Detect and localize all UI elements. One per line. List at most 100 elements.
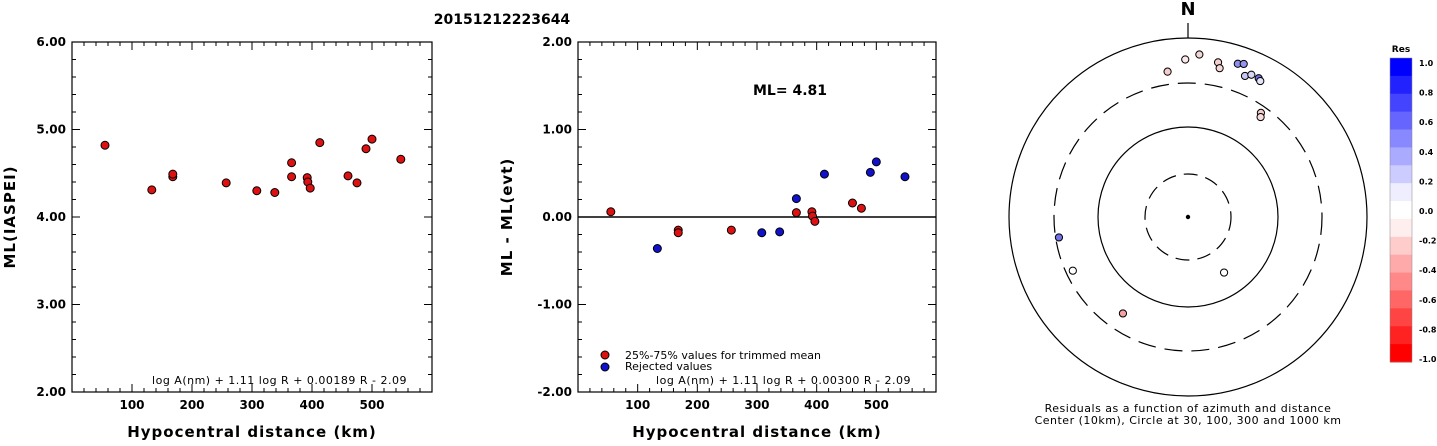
x-tick-label: 500 (359, 398, 384, 412)
y-tick-label: 2.00 (36, 385, 66, 399)
legend-marker-rejected (600, 362, 610, 372)
colorbar-cell (1390, 183, 1412, 202)
colorbar-ticks: 1.0 0.8 0.6 0.4 0.2 0.0 -0.2 -0.4 -0.6 -0.8 -1.0 (1419, 59, 1437, 364)
colorbar: Res 1.0 0.8 0.6 0.4 0.2 0.0 -0.2 -0.4 -0.6 -0.8 -1… (1389, 45, 1437, 364)
data-point (847, 198, 857, 208)
station-point (1256, 112, 1265, 122)
x-tick-label: 300 (744, 398, 769, 412)
panel-residual-map: N Residuals as a function of azimuth and… (1008, 0, 1368, 427)
colorbar-cell (1390, 147, 1412, 166)
data-point (168, 169, 178, 179)
caption-line-1: Residuals as a function of azimuth and d… (1045, 402, 1332, 415)
data-point (856, 203, 866, 213)
y-tick-label: -2.00 (537, 385, 572, 399)
colorbar-cell (1390, 165, 1412, 184)
data-point (367, 134, 377, 144)
north-label: N (1180, 0, 1195, 20)
station-point (1219, 268, 1229, 277)
chart-title: 20151212223644 (434, 12, 571, 28)
colorbar-cell (1390, 93, 1412, 113)
station-point (1118, 309, 1128, 318)
x-tick-label: 400 (299, 398, 324, 412)
x-tick-label: 300 (239, 398, 264, 412)
y-axis-label: ML - ML(evt) (498, 158, 516, 276)
colorbar-cell (1390, 75, 1412, 95)
colorbar-tick-label: 0.2 (1419, 177, 1433, 186)
x-tick-label: 100 (119, 398, 144, 412)
data-point (361, 144, 371, 154)
data-point (810, 216, 820, 226)
data-point (791, 208, 801, 218)
colorbar-tick-label: -0.2 (1419, 237, 1437, 246)
station-point (1215, 64, 1224, 73)
colorbar-tick-label: 0.0 (1419, 207, 1434, 216)
ring-300km (1053, 82, 1323, 352)
data-point (791, 194, 801, 204)
data-point (100, 140, 110, 150)
legend-label-rejected: Rejected values (625, 360, 712, 373)
colorbar-cell (1390, 308, 1412, 327)
data-point (652, 244, 662, 253)
colorbar-cell (1390, 272, 1412, 291)
station-point (1247, 70, 1256, 79)
ring-30km (1144, 173, 1232, 261)
data-point (352, 178, 362, 188)
x-tick-label: 500 (864, 398, 889, 412)
y-tick-label: 5.00 (36, 123, 66, 137)
colorbar-cell (1390, 290, 1412, 309)
colorbar-cell (1390, 218, 1412, 238)
colorbar-tick-label: -0.8 (1419, 325, 1437, 334)
legend: 25%-75% values for trimmed mean Rejected… (600, 349, 821, 373)
y-tick-label: 6.00 (36, 35, 66, 49)
data-point (871, 157, 881, 167)
colorbar-cell (1390, 58, 1412, 77)
data-point (865, 167, 875, 177)
plot-frame (71, 41, 433, 393)
colorbar-tick-label: -0.4 (1419, 266, 1437, 275)
y-tick-label: 4.00 (36, 210, 66, 224)
data-point (147, 185, 157, 195)
y-tick-label: 3.00 (36, 298, 66, 312)
station-point (1068, 266, 1077, 275)
data-points (606, 157, 910, 253)
panel-ml: 100 200 300 400 500 6.00 5.00 4.00 3.00 2.00 ML(I… (1, 35, 433, 441)
data-point (252, 186, 262, 196)
ring-1000km (1008, 37, 1368, 397)
data-point (270, 188, 280, 197)
legend-label-trimmed: 25%-75% values for trimmed mean (625, 349, 821, 362)
axis-ticks: 100 200 300 400 500 6.00 5.00 4.00 3.00 2.00 (36, 35, 432, 412)
data-point (343, 171, 353, 181)
data-point (673, 228, 683, 238)
colorbar-title: Res (1392, 45, 1410, 55)
station-point (1239, 59, 1248, 69)
data-point (315, 138, 325, 148)
y-axis-label: ML(IASPEI) (1, 165, 19, 268)
caption-line-2: Center (10km), Circle at 30, 100, 300 an… (1035, 414, 1342, 427)
data-point (819, 169, 829, 179)
formula-text: log A(nm) + 1.11 log R + 0.00300 R - 2.0… (656, 374, 911, 387)
colorbar-cell (1390, 236, 1412, 256)
panel-ml-residual: 100 200 300 400 500 2.00 1.00 0.00 -1.00 -2.00 ML… (498, 35, 937, 441)
y-tick-label: 0.00 (542, 210, 572, 224)
data-point (775, 227, 785, 237)
data-point (396, 154, 406, 164)
ml-value-text: ML= 4.81 (753, 83, 827, 99)
epicenter-marker (1185, 214, 1191, 220)
data-point (305, 183, 315, 193)
colorbar-frame (1389, 57, 1413, 363)
colorbar-cell (1390, 326, 1412, 345)
colorbar-tick-label: 1.0 (1419, 59, 1434, 68)
data-point (757, 228, 767, 238)
colorbar-tick-label: 0.6 (1419, 118, 1434, 127)
x-axis-label: Hypocentral distance (km) (632, 423, 882, 441)
colorbar-cells (1389, 57, 1413, 363)
station-points (1054, 50, 1265, 318)
y-tick-label: 1.00 (542, 123, 572, 137)
colorbar-cell (1390, 111, 1412, 131)
formula-text: log A(nm) + 1.11 log R + 0.00189 R - 2.0… (152, 374, 407, 387)
data-points (100, 134, 406, 197)
ring-100km (1097, 126, 1279, 308)
colorbar-tick-label: 0.8 (1419, 89, 1434, 98)
data-point (606, 207, 616, 217)
